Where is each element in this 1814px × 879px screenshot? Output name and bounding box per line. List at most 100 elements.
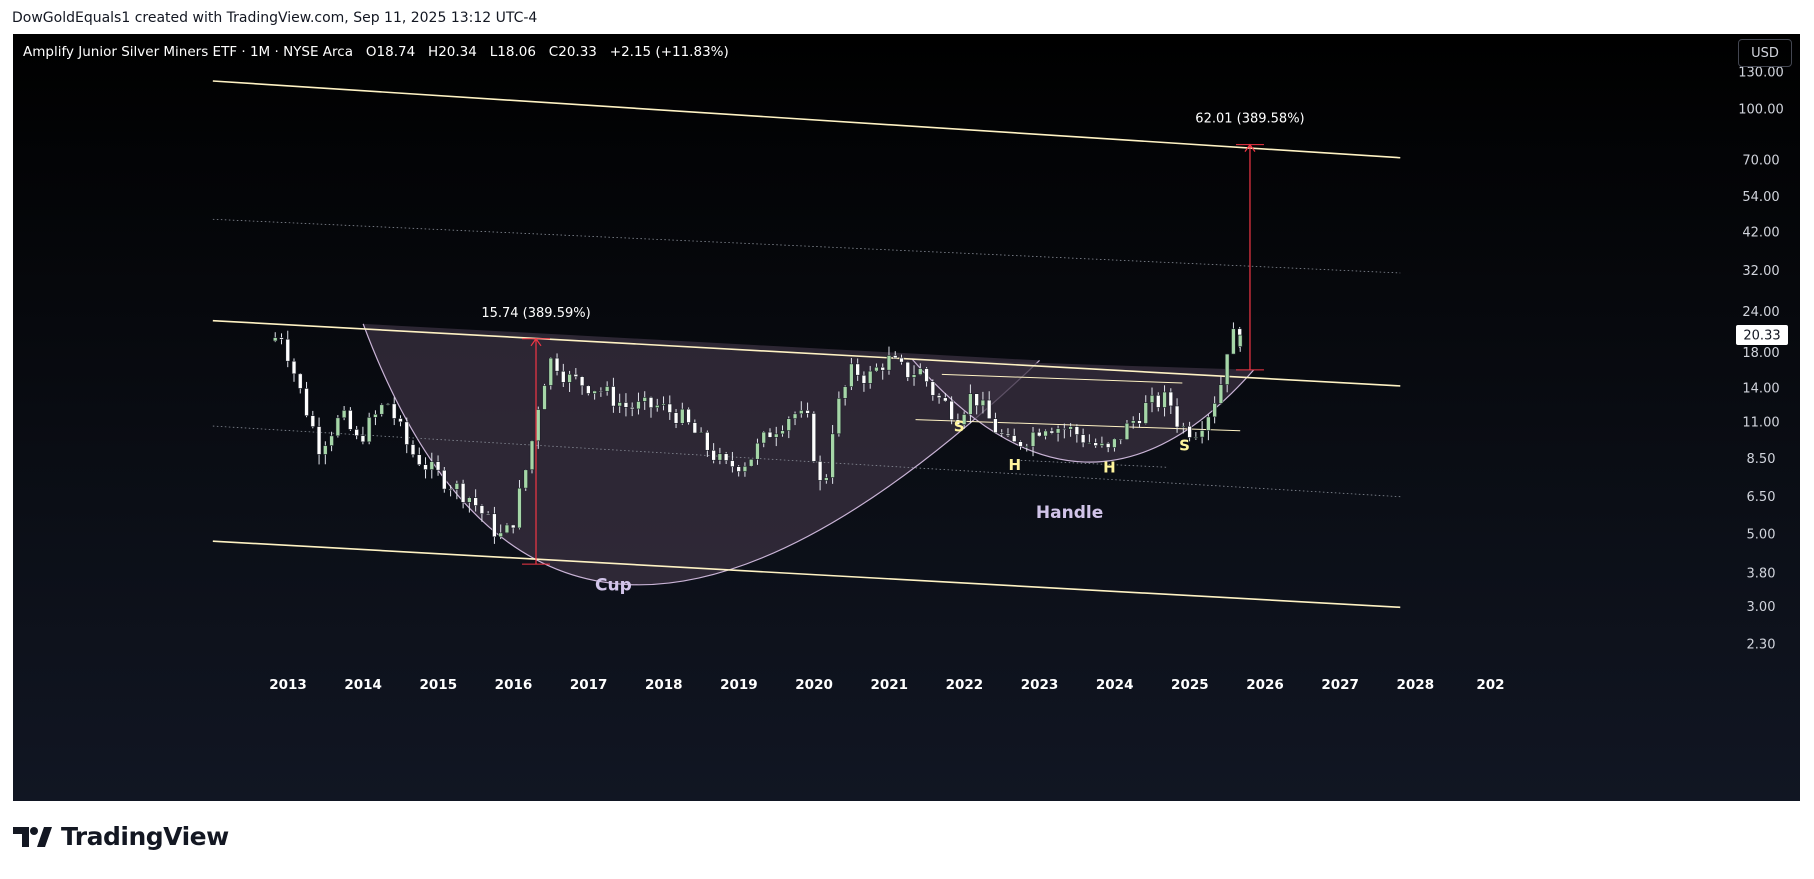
candle (961, 411, 967, 429)
candle-body (867, 370, 873, 384)
time-tick-label: 2024 (1096, 677, 1134, 693)
candle-body (1224, 353, 1230, 385)
candle (429, 452, 435, 479)
candle (1149, 387, 1155, 413)
candle-body (961, 414, 967, 425)
candle-body (1149, 394, 1155, 403)
symbol-legend: Amplify Junior Silver Miners ETF · 1M · … (23, 44, 729, 60)
candle (567, 370, 572, 392)
candle-body (692, 422, 698, 434)
candle (454, 480, 460, 500)
candle-body (1212, 403, 1217, 418)
candle-body (423, 464, 428, 470)
candle-body (999, 432, 1004, 435)
candle-body (1068, 426, 1073, 430)
candle (636, 392, 641, 415)
time-tick-label: 2023 (1021, 677, 1059, 693)
candle (1199, 421, 1205, 444)
candle (799, 401, 804, 418)
candle-body (980, 399, 986, 407)
candle (579, 375, 585, 395)
candle (780, 425, 785, 437)
candle-body (429, 461, 435, 470)
currency-button[interactable]: USD (1738, 39, 1792, 67)
candle (542, 383, 547, 410)
candle-body (272, 337, 278, 342)
candle (955, 413, 961, 426)
candle-body (680, 408, 685, 424)
tradingview-logo-icon (13, 826, 52, 847)
candle-body (861, 374, 867, 384)
candle (686, 407, 691, 425)
candle (492, 506, 497, 544)
candle (323, 441, 328, 465)
candle (1093, 438, 1098, 448)
candle-body (617, 402, 622, 407)
candle-series (272, 322, 1243, 544)
price-tick-label: 24.00 (1742, 305, 1779, 320)
tradingview-brand[interactable]: TradingView (13, 822, 229, 851)
candle (742, 462, 748, 477)
candle (705, 430, 710, 457)
measure-arrowhead (530, 337, 542, 347)
candle-body (542, 385, 547, 410)
candle-body (755, 442, 760, 460)
time-tick-label: 2022 (946, 677, 984, 693)
pattern-marker-s: S (1179, 437, 1190, 455)
cup-fill (363, 323, 1040, 585)
candle-body (1181, 425, 1186, 428)
time-tick-label: 2013 (269, 677, 307, 693)
candle-body (824, 477, 829, 481)
candle (1118, 438, 1123, 445)
middle-channel-line (212, 319, 1401, 387)
candle-body (341, 410, 347, 419)
candle-body (842, 386, 848, 399)
candle (554, 353, 560, 376)
candle (893, 351, 898, 359)
candle (1156, 392, 1161, 412)
chart-annotations: 15.74 (389.59%) 62.01 (389.58%) S H H S Cup Han… (481, 112, 1304, 596)
candle (811, 411, 817, 463)
candle (285, 330, 290, 368)
candle (861, 371, 867, 392)
candle-body (1018, 441, 1023, 447)
time-tick-label: 2015 (420, 677, 458, 693)
candle-body (1162, 391, 1167, 408)
cup-label: Cup (595, 576, 632, 596)
candle-body (943, 397, 948, 402)
time-tick-label: 2017 (570, 677, 608, 693)
candle-body (761, 431, 766, 444)
candle (774, 426, 779, 447)
candle-body (799, 410, 804, 415)
chart-panel[interactable]: 15.74 (389.59%) 62.01 (389.58%) S H H S Cup Han… (13, 34, 1800, 801)
candle (986, 391, 992, 420)
measure-arrowhead (1244, 143, 1256, 152)
candle (298, 373, 303, 394)
candle (373, 410, 378, 426)
candle-body (1112, 438, 1117, 448)
candle (999, 429, 1004, 437)
candle-body (460, 482, 466, 503)
candle-body (442, 469, 447, 490)
candle (404, 417, 409, 454)
candle-body (523, 469, 528, 489)
candle-body (655, 404, 660, 409)
candle-body (316, 426, 322, 455)
candle-body (1062, 428, 1067, 430)
candle (974, 393, 979, 415)
price-tick-label: 100.00 (1738, 103, 1784, 118)
candle-body (686, 408, 691, 423)
candle-body (949, 400, 954, 420)
candle-body (730, 460, 735, 468)
candle-body (410, 444, 416, 456)
candle-body (968, 393, 973, 415)
pattern-marker-h: H (1103, 459, 1116, 477)
candle (410, 440, 416, 458)
time-tick-label: 2025 (1171, 677, 1209, 693)
candle-body (548, 357, 554, 386)
close-value: 20.33 (558, 44, 597, 60)
price-chart[interactable]: 15.74 (389.59%) 62.01 (389.58%) S H H S Cup Han… (13, 34, 1800, 801)
candle (1224, 353, 1230, 393)
candle (1011, 428, 1017, 442)
time-tick-label: 2020 (795, 677, 833, 693)
